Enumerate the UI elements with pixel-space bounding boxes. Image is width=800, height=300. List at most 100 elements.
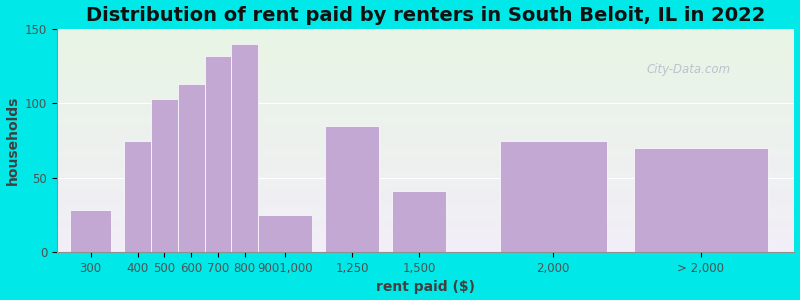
Bar [499,140,606,252]
Bar [57,189,794,191]
Bar [57,211,794,213]
Bar [57,57,794,59]
Bar [57,168,794,170]
Bar [57,115,794,116]
Bar [57,74,794,75]
Bar [57,135,794,137]
Bar [57,51,794,53]
Bar [57,85,794,87]
Bar [57,178,794,180]
Bar [57,105,794,107]
Bar [57,241,794,243]
Bar [57,200,794,202]
Bar [57,148,794,150]
Bar [57,228,794,230]
Bar [57,75,794,77]
Bar [57,46,794,47]
Bar [57,165,794,167]
Bar [57,248,794,250]
Bar [57,247,794,248]
Bar [57,116,794,118]
Text: City-Data.com: City-Data.com [647,63,731,76]
Bar [57,163,794,165]
Bar [57,220,794,222]
Bar [57,230,794,232]
Bar [57,126,794,127]
Bar [57,232,794,234]
Bar [57,219,794,220]
Bar [57,185,794,187]
Bar [57,139,794,140]
Bar [205,56,231,252]
Bar [57,180,794,182]
Bar [151,99,178,252]
Bar [57,250,794,252]
Bar [57,222,794,224]
Bar [57,224,794,226]
Bar [57,72,794,74]
Bar [57,206,794,208]
Bar [57,167,794,168]
Bar [57,217,794,219]
Bar [57,194,794,196]
Bar [57,161,794,163]
Bar [634,148,768,252]
Bar [57,66,794,68]
Bar [57,61,794,62]
Bar [57,152,794,154]
Bar [57,31,794,33]
Bar [57,111,794,112]
Bar [57,38,794,40]
Bar [57,103,794,105]
Bar [57,172,794,174]
Bar [57,176,794,178]
Bar [57,40,794,42]
Y-axis label: households: households [6,96,19,185]
Bar [57,109,794,111]
Bar [57,159,794,161]
Bar [57,131,794,133]
Bar [57,98,794,100]
Bar [70,211,110,252]
Bar [57,198,794,200]
Bar [57,87,794,88]
Bar [57,226,794,228]
Bar [57,208,794,209]
Bar [57,209,794,211]
Bar [326,126,379,252]
Bar [57,81,794,83]
Bar [57,128,794,129]
Bar [57,245,794,247]
Bar [57,215,794,217]
Bar [57,124,794,126]
Bar [57,59,794,61]
Bar [57,47,794,50]
Bar [57,44,794,46]
Bar [392,191,446,252]
Bar [57,79,794,81]
Bar [57,118,794,120]
Bar [57,237,794,239]
Bar [57,204,794,206]
Bar [57,183,794,185]
Bar [57,234,794,236]
Bar [57,50,794,51]
Bar [57,155,794,157]
X-axis label: rent paid ($): rent paid ($) [376,280,475,294]
Title: Distribution of rent paid by renters in South Beloit, IL in 2022: Distribution of rent paid by renters in … [86,6,766,25]
Bar [124,140,151,252]
Bar [57,64,794,66]
Bar [57,96,794,98]
Bar [57,34,794,36]
Bar [178,84,205,252]
Bar [57,196,794,198]
Bar [57,62,794,64]
Bar [57,42,794,44]
Bar [57,100,794,101]
Bar [57,170,794,172]
Bar [57,90,794,92]
Bar [57,213,794,215]
Bar [57,174,794,176]
Bar [57,243,794,245]
Bar [57,101,794,103]
